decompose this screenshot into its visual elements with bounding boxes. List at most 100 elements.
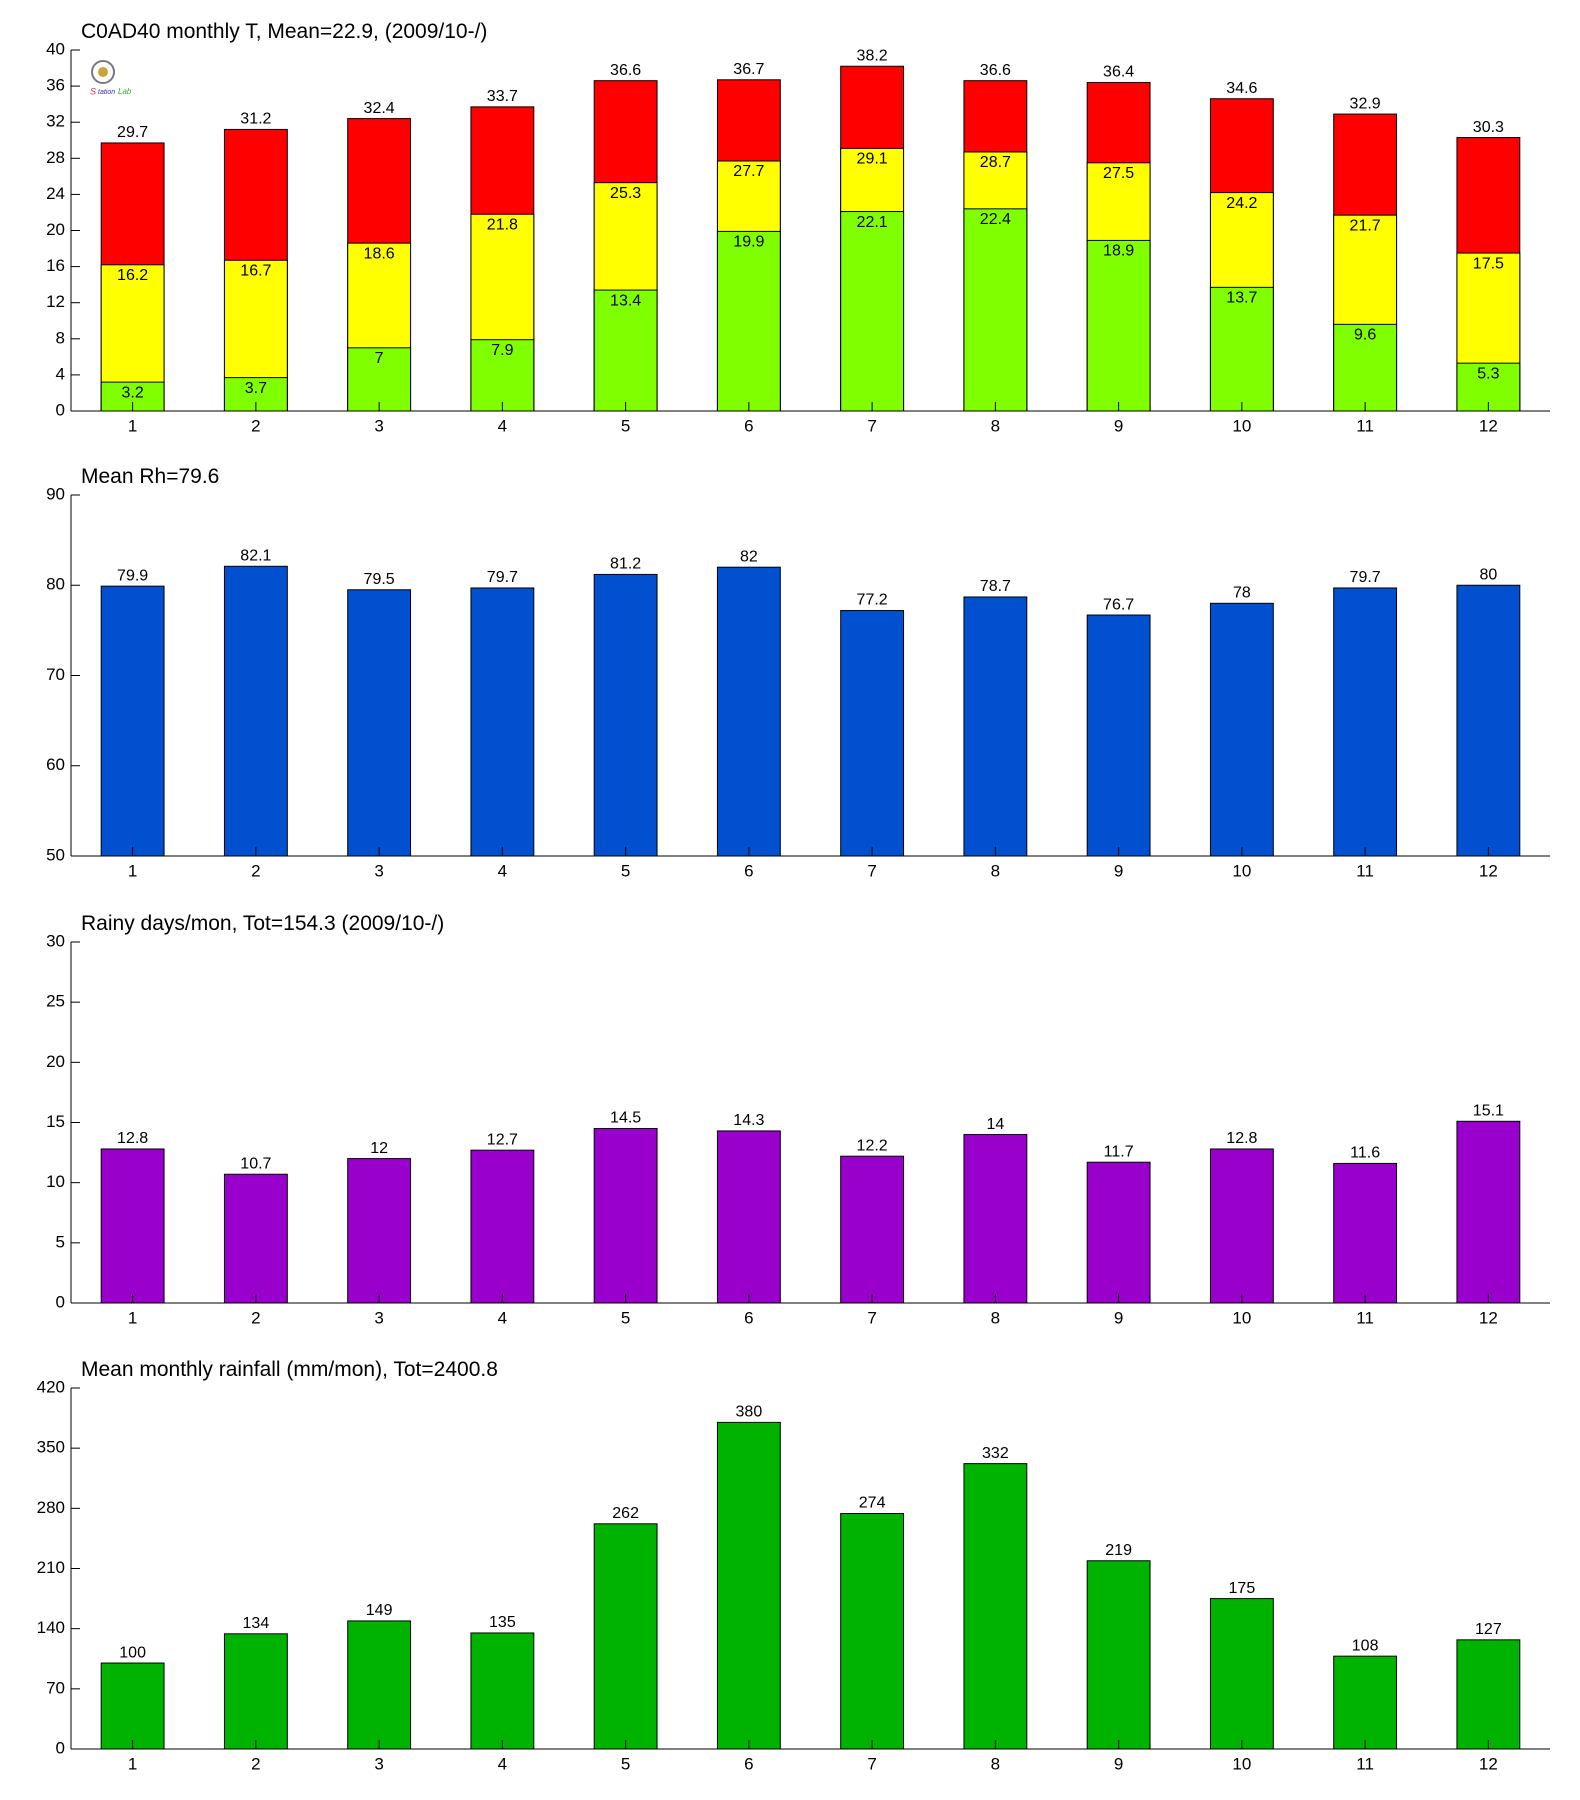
bar	[100, 585, 165, 857]
value-label: 12.2	[857, 1137, 888, 1154]
value-label: 12.8	[1226, 1130, 1257, 1147]
value-label: 22.4	[980, 211, 1011, 228]
y-tick-label: 420	[37, 1377, 65, 1396]
value-label: 12.7	[487, 1131, 518, 1148]
x-tick-label: 1	[128, 1754, 137, 1773]
value-label: 38.2	[857, 47, 888, 64]
bar	[1086, 1560, 1151, 1750]
value-label: 10.7	[240, 1155, 271, 1172]
value-label: 100	[119, 1644, 146, 1661]
value-label: 21.8	[487, 216, 518, 233]
x-tick-label: 3	[374, 416, 383, 435]
bar	[470, 1149, 535, 1304]
x-tick-label: 1	[128, 416, 137, 435]
bar	[223, 565, 288, 857]
bar	[840, 610, 905, 857]
x-tick-label: 8	[991, 1754, 1000, 1773]
x-tick-label: 10	[1232, 416, 1251, 435]
bar	[1333, 587, 1398, 857]
value-label: 36.4	[1103, 64, 1134, 81]
value-label: 24.2	[1226, 195, 1257, 212]
value-label: 175	[1229, 1580, 1256, 1597]
x-tick-label: 2	[251, 1308, 260, 1327]
bar	[1456, 1120, 1521, 1304]
bar	[470, 587, 535, 857]
bar	[1456, 584, 1521, 857]
x-tick-label: 10	[1232, 861, 1251, 880]
bar	[840, 1155, 905, 1304]
value-label: 5.3	[1477, 365, 1499, 382]
value-label: 16.2	[117, 267, 148, 284]
y-tick-label: 20	[46, 220, 65, 239]
value-label: 11.6	[1350, 1145, 1380, 1162]
x-tick-label: 9	[1114, 1754, 1123, 1773]
value-label: 7.9	[491, 342, 513, 359]
bar	[1086, 1161, 1151, 1304]
bar	[1333, 323, 1398, 412]
bar	[593, 1523, 658, 1750]
bar	[1333, 1655, 1398, 1750]
y-tick-label: 40	[46, 39, 65, 58]
bar	[347, 1158, 412, 1304]
value-label: 274	[859, 1495, 886, 1512]
x-tick-label: 1	[128, 1308, 137, 1327]
value-label: 380	[736, 1404, 763, 1421]
x-tick-label: 11	[1356, 1754, 1374, 1773]
value-label: 12.8	[117, 1130, 148, 1147]
y-tick-label: 90	[46, 484, 65, 503]
chart-title: Rainy days/mon, Tot=154.3 (2009/10-/)	[81, 912, 444, 935]
value-label: 108	[1352, 1637, 1379, 1654]
y-tick-label: 4	[56, 364, 65, 383]
x-tick-label: 4	[498, 1308, 507, 1327]
bar	[1086, 614, 1151, 857]
bar	[347, 589, 412, 857]
y-tick-label: 5	[56, 1232, 65, 1251]
bar	[1209, 286, 1274, 412]
x-tick-label: 3	[374, 1754, 383, 1773]
x-tick-label: 12	[1479, 416, 1498, 435]
bar	[470, 339, 535, 412]
value-label: 13.7	[1226, 290, 1257, 307]
bar	[1333, 1162, 1398, 1304]
value-label: 135	[489, 1614, 516, 1631]
x-tick-label: 9	[1114, 861, 1123, 880]
value-label: 31.2	[240, 111, 271, 128]
bar	[223, 1633, 288, 1750]
bar	[963, 1463, 1028, 1750]
value-label: 33.7	[487, 88, 518, 105]
value-label: 14	[986, 1116, 1004, 1133]
x-tick-label: 8	[991, 416, 1000, 435]
bar	[716, 230, 781, 412]
value-label: 82.1	[240, 548, 271, 565]
bar	[1209, 1148, 1274, 1304]
x-tick-label: 5	[621, 861, 630, 880]
value-label: 149	[366, 1602, 393, 1619]
svg-text:tation: tation	[98, 89, 115, 96]
value-label: 262	[612, 1505, 639, 1522]
logo: S tation Lab	[90, 60, 132, 96]
x-tick-label: 4	[498, 1754, 507, 1773]
value-label: 81.2	[610, 556, 641, 573]
x-tick-label: 12	[1479, 1754, 1498, 1773]
value-label: 36.7	[733, 61, 764, 78]
value-label: 79.7	[1350, 569, 1381, 586]
value-label: 34.6	[1226, 80, 1257, 97]
x-tick-label: 7	[867, 1754, 876, 1773]
x-tick-label: 6	[744, 416, 753, 435]
x-tick-label: 2	[251, 1754, 260, 1773]
value-label: 9.6	[1354, 327, 1376, 344]
x-tick-label: 4	[498, 416, 507, 435]
value-label: 332	[982, 1445, 1009, 1462]
y-tick-label: 28	[46, 148, 65, 167]
x-tick-label: 4	[498, 861, 507, 880]
value-label: 79.5	[364, 571, 395, 588]
bar	[840, 211, 905, 412]
chart-title: Mean monthly rainfall (mm/mon), Tot=2400…	[81, 1358, 498, 1381]
x-tick-label: 12	[1479, 861, 1498, 880]
value-label: 18.6	[364, 245, 395, 262]
y-tick-label: 16	[46, 256, 65, 275]
y-tick-label: 8	[56, 328, 65, 347]
value-label: 27.7	[733, 163, 764, 180]
